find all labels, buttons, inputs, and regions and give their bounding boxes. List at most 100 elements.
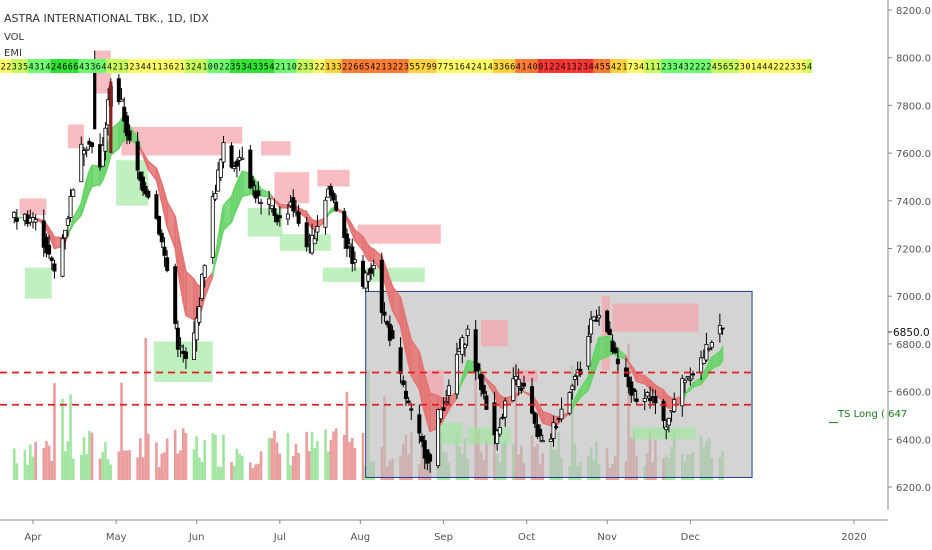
indicator-cell (616, 59, 622, 73)
volume-bar (155, 442, 158, 480)
indicator-digit: 2 (701, 63, 706, 73)
volume-bar (305, 431, 308, 480)
indicator-digit: 4 (370, 63, 375, 73)
indicator-digit: 0 (213, 63, 218, 73)
indicator-digit: 9 (432, 63, 437, 73)
indicator-digit: 1 (325, 63, 330, 73)
volume-bar (141, 457, 145, 480)
candle-body (232, 166, 237, 170)
volume-bar (31, 456, 35, 480)
indicator-digit: 2 (577, 63, 582, 73)
candle-body (462, 344, 467, 349)
indicator-cell (106, 59, 112, 73)
indicator-digit: 0 (745, 63, 750, 73)
candle-body (60, 238, 65, 277)
candle-body (162, 246, 167, 256)
candle-body (65, 218, 70, 226)
indicator-digit: 5 (449, 63, 454, 73)
indicator-digit: 2 (225, 63, 230, 73)
indicator-digit: 6 (68, 63, 73, 73)
ema-ribbon-segment (541, 410, 552, 427)
volume-bar (270, 438, 274, 480)
indicator-cell (509, 59, 516, 73)
indicator-cell (744, 59, 751, 73)
volume-bar (34, 441, 37, 480)
indicator-digit: 1 (521, 63, 526, 73)
indicator-cell (397, 59, 404, 73)
volume-bar (26, 464, 29, 480)
volume-bar (184, 433, 188, 480)
candle-body (304, 222, 309, 248)
time-axis[interactable]: Apr May Jun Jul Aug Sep Oct Nov Dec 2020 (0, 519, 888, 543)
candle-body (594, 319, 599, 322)
demand-zone (467, 427, 511, 445)
volume-bar (163, 452, 166, 480)
ema-ribbon-segment (166, 201, 176, 249)
indicator-cell (554, 59, 560, 73)
indicator-cell (50, 59, 56, 73)
candle-body (175, 327, 180, 350)
indicator-cell (117, 59, 124, 73)
candle-body (661, 400, 666, 421)
supply-zone (427, 370, 444, 397)
candle-body (143, 186, 148, 195)
candle-body (141, 176, 146, 192)
candle-body (183, 351, 188, 360)
indicator-cell (520, 59, 527, 73)
volume-bar (157, 467, 161, 480)
indicator-digit: 6 (510, 63, 515, 73)
indicator-digit: 3 (667, 63, 672, 73)
indicator-digit: 5 (415, 63, 420, 73)
candle-body (275, 214, 280, 223)
indicator-cell (67, 59, 73, 73)
price-tick-label: 6200.0 (896, 483, 931, 494)
indicator-digit: 7 (628, 63, 633, 73)
indicator-cell (151, 59, 157, 73)
indicator-cell (28, 59, 34, 73)
price-axis[interactable]: 6200.0 6400.0 6600.0 6800.0 7000.0 7200.0 7400… (887, 0, 931, 510)
indicator-cell (599, 59, 605, 73)
indicator-digit: 4 (594, 63, 599, 73)
indicator-cell (487, 59, 493, 73)
candle-body (417, 414, 422, 434)
candle-body (122, 106, 127, 122)
indicator-digit: 6 (169, 63, 174, 73)
volume-indicator-label: VOL (4, 32, 25, 43)
indicator-cell (330, 59, 336, 73)
candle-body (315, 226, 320, 233)
supply-zone (518, 370, 538, 383)
volume-bar (179, 450, 182, 480)
candle-body (403, 390, 408, 400)
candle-body (704, 344, 709, 361)
indicator-cell (560, 59, 566, 73)
volume-bar (329, 439, 333, 480)
indicator-cell (95, 59, 101, 73)
indicator-cell (728, 59, 734, 73)
candle-body (12, 211, 17, 218)
indicator-cell (806, 59, 812, 73)
volume-bar (326, 451, 330, 480)
candle-body (221, 142, 226, 163)
indicator-digit: 4 (79, 63, 84, 73)
indicator-digit: 3 (17, 63, 22, 73)
indicator-cell (515, 59, 521, 73)
volume-bar (198, 457, 201, 480)
candle-body (444, 401, 449, 404)
candle-body (191, 332, 196, 361)
candle-body (109, 81, 113, 154)
indicator-cell (756, 59, 762, 73)
candle-body (159, 232, 164, 243)
volume-bar (47, 445, 51, 480)
indicator-digit: 2 (689, 63, 694, 73)
volume-bar (238, 453, 241, 480)
indicator-digit: 3 (404, 63, 409, 73)
indicator-cell (784, 59, 790, 73)
candle-body (277, 215, 282, 219)
indicator-digit: 2 (393, 63, 398, 73)
indicator-cell (593, 59, 600, 73)
indicator-cell (733, 59, 740, 73)
indicator-digit: 3 (583, 63, 588, 73)
